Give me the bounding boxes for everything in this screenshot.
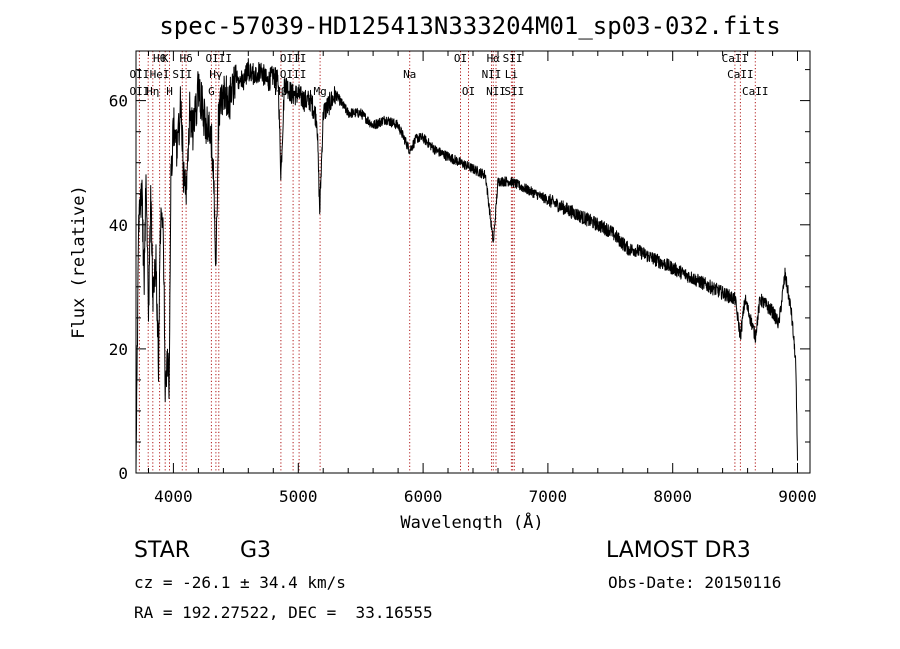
line-label: HeI xyxy=(150,68,170,81)
line-label: CaII xyxy=(727,68,754,81)
x-tick-label: 7000 xyxy=(529,487,568,506)
line-label: SII xyxy=(503,52,523,65)
y-tick-label: 20 xyxy=(109,340,128,359)
line-label: Hδ xyxy=(179,52,192,65)
y-tick-label: 0 xyxy=(118,464,128,483)
redshift-value: cz = -26.1 ± 34.4 km/s xyxy=(134,573,346,592)
line-label: OIII xyxy=(280,52,307,65)
line-label: Hα xyxy=(487,52,501,65)
line-label: SII xyxy=(504,85,524,98)
line-label: Mg xyxy=(313,85,326,98)
x-tick-label: 4000 xyxy=(154,487,193,506)
line-label: OII xyxy=(129,85,149,98)
line-label: CaII xyxy=(742,85,769,98)
coordinates: RA = 192.27522, DEC = 33.16555 xyxy=(134,603,433,622)
spectrum-chart: spec-57039-HD125413N333204M01_sp03-032.f… xyxy=(69,12,817,530)
x-tick-label: 5000 xyxy=(279,487,318,506)
y-axis-label: Flux (relative) xyxy=(69,185,89,339)
y-tick-label: 40 xyxy=(109,216,128,235)
line-label: Na xyxy=(403,68,416,81)
line-label: OI xyxy=(454,52,467,65)
spectrum-series xyxy=(135,58,798,474)
x-tick-label: 6000 xyxy=(404,487,443,506)
line-label: G xyxy=(208,85,215,98)
line-label: Li xyxy=(505,68,518,81)
x-axis-label: Wavelength (Å) xyxy=(400,511,543,530)
line-label: OI xyxy=(462,85,475,98)
subclass: G3 xyxy=(240,538,272,563)
x-tick-label: 9000 xyxy=(778,487,817,506)
line-label: NII xyxy=(482,68,502,81)
line-label: Hγ xyxy=(209,68,223,81)
spectrum-line xyxy=(135,58,798,474)
line-label: Hθ xyxy=(153,52,166,65)
line-label: CaII xyxy=(722,52,749,65)
obs-date: Obs-Date: 20150116 xyxy=(608,573,782,592)
line-label: OIII xyxy=(206,52,233,65)
object-class: STAR xyxy=(134,538,191,563)
plot-frame xyxy=(135,50,811,474)
y-tick-label: 60 xyxy=(109,92,128,111)
line-label: SII xyxy=(172,68,192,81)
axis-ticks: 4000 5000 6000 7000 8000 9000 0 20 40 60 xyxy=(109,51,817,506)
line-label: OII xyxy=(129,68,149,81)
line-label: H xyxy=(166,85,173,98)
survey-name: LAMOST DR3 xyxy=(606,538,751,563)
line-label: K xyxy=(162,52,169,65)
line-label: Hη xyxy=(146,85,159,98)
line-label: NII xyxy=(486,85,506,98)
chart-title: spec-57039-HD125413N333204M01_sp03-032.f… xyxy=(159,12,780,40)
x-tick-label: 8000 xyxy=(653,487,692,506)
